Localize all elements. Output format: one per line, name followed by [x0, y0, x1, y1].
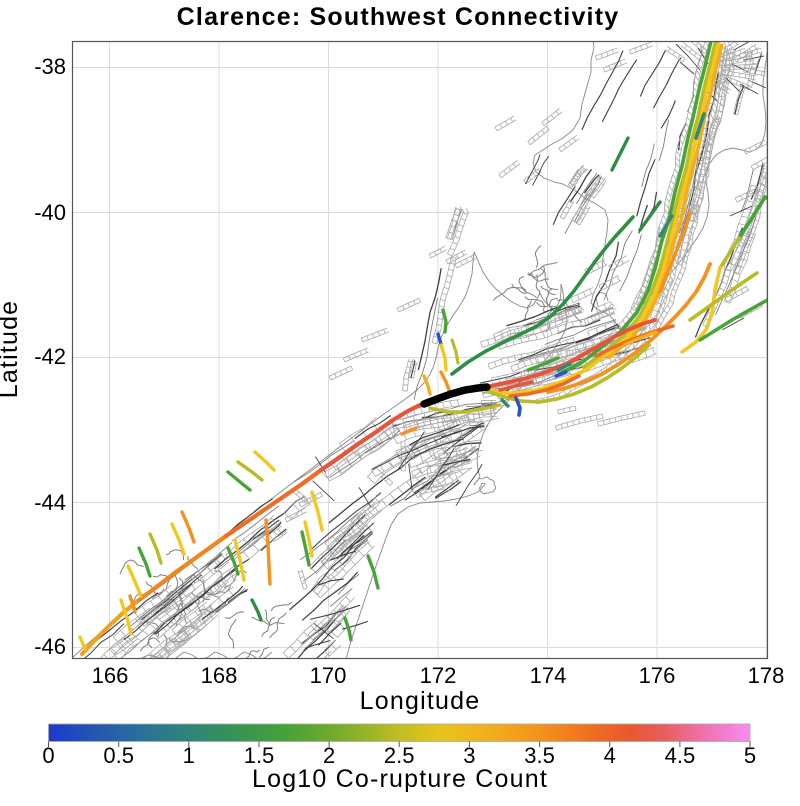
svg-text:Longitude: Longitude [360, 687, 481, 715]
svg-text:1: 1 [183, 743, 195, 768]
svg-text:0: 0 [42, 743, 54, 768]
svg-text:4.5: 4.5 [665, 743, 696, 768]
svg-text:172: 172 [420, 663, 457, 688]
svg-text:176: 176 [639, 663, 676, 688]
svg-text:178: 178 [748, 663, 785, 688]
svg-text:-40: -40 [34, 200, 66, 225]
svg-text:3: 3 [463, 743, 475, 768]
svg-text:166: 166 [92, 663, 129, 688]
svg-text:Latitude: Latitude [0, 300, 23, 399]
svg-text:174: 174 [530, 663, 567, 688]
svg-text:-44: -44 [34, 490, 66, 515]
svg-text:2: 2 [323, 743, 335, 768]
svg-text:-38: -38 [34, 54, 66, 79]
svg-text:168: 168 [201, 663, 238, 688]
svg-text:1.5: 1.5 [244, 743, 275, 768]
svg-text:Clarence: Southwest Connectivi: Clarence: Southwest Connectivity [177, 3, 620, 31]
svg-text:4: 4 [604, 743, 616, 768]
svg-text:5: 5 [744, 743, 756, 768]
svg-text:0.5: 0.5 [103, 743, 134, 768]
svg-text:-46: -46 [34, 634, 66, 659]
svg-text:170: 170 [310, 663, 347, 688]
svg-text:3.5: 3.5 [524, 743, 555, 768]
svg-text:2.5: 2.5 [384, 743, 415, 768]
svg-text:Log10 Co-rupture Count: Log10 Co-rupture Count [252, 765, 548, 793]
svg-text:-42: -42 [34, 344, 66, 369]
